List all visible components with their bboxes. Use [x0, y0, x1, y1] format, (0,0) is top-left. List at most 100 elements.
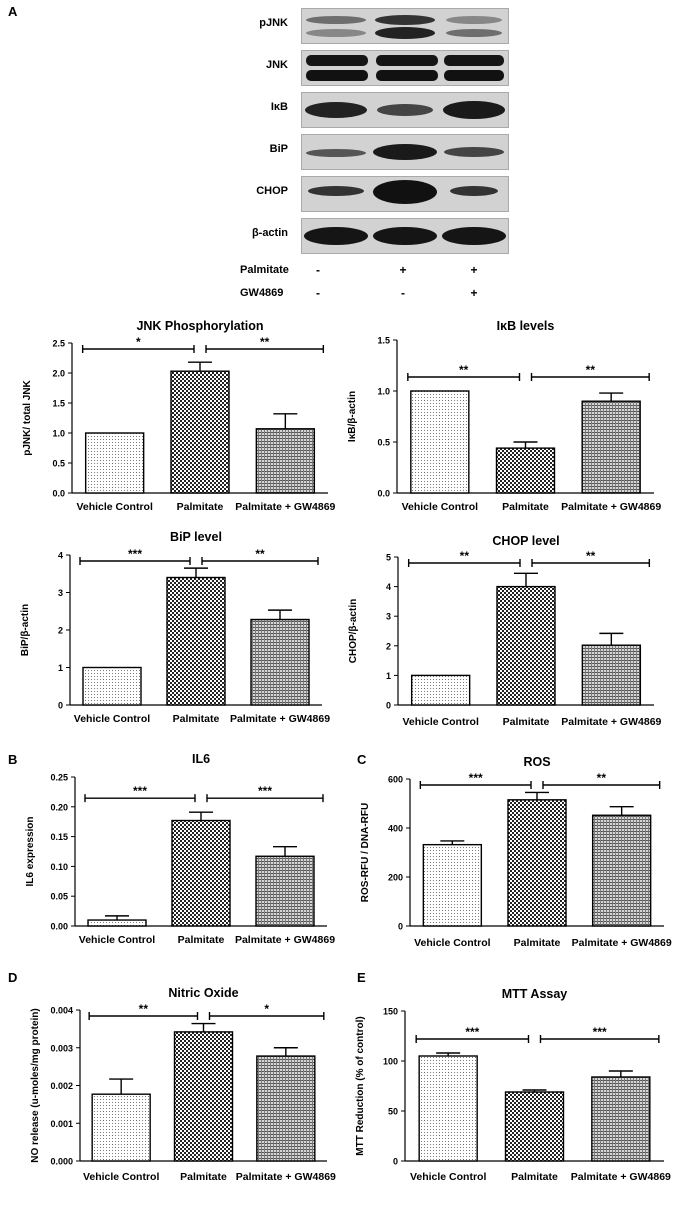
- blot-bands-ikb: [305, 101, 505, 119]
- bip-y-tick-label: 0: [58, 701, 63, 711]
- ros-bar-1: [422, 843, 483, 927]
- no-bar-1: [91, 1093, 151, 1162]
- panel-letter-a: A: [8, 4, 18, 19]
- panel-letter-c: C: [357, 752, 367, 767]
- blot-strip-jnk: [301, 50, 509, 86]
- sign-palmitate-2: +: [399, 263, 407, 277]
- no-sig-label-1: **: [139, 1002, 149, 1016]
- panel-letter-b: B: [8, 752, 18, 767]
- ros-category-label-3: Palmitate + GW4869: [572, 937, 672, 949]
- ros-bar-2: [507, 799, 567, 927]
- chop-category-label-1: Vehicle Control: [402, 716, 479, 728]
- il6-y-tick-label: 0.25: [50, 773, 68, 783]
- chop-y-tick-label: 5: [386, 553, 391, 563]
- ikb-sig-label-1: **: [459, 363, 469, 377]
- ikb-y-tick-label: 1.5: [377, 336, 390, 346]
- il6-y-tick-label: 0.20: [50, 802, 68, 812]
- ikb-y-tick-label: 1.0: [377, 387, 390, 397]
- mtt-sig-label-2: ***: [593, 1025, 607, 1039]
- no-bar-2: [173, 1031, 234, 1162]
- blot-strip-chop: [301, 176, 509, 212]
- chop-category-label-2: Palmitate: [503, 716, 550, 728]
- no-sig-label-2: *: [264, 1002, 269, 1016]
- jnk-category-label-3: Palmitate + GW4869: [235, 501, 335, 513]
- ikb-bar-2: [495, 447, 556, 494]
- sign-palmitate-3: +: [470, 263, 478, 277]
- chop-y-tick-label: 1: [386, 671, 391, 681]
- blot-label-chop: CHOP: [256, 185, 288, 197]
- blot-strip-actin: [301, 218, 509, 254]
- bip-sig-label-1: ***: [128, 547, 142, 561]
- mtt-bar-3: [591, 1076, 651, 1162]
- blot-bands-jnk: [306, 55, 504, 81]
- il6-y-tick-label: 0.00: [50, 922, 68, 932]
- bip-bar-3: [250, 618, 310, 706]
- jnk-category-label-1: Vehicle Control: [76, 501, 153, 513]
- mtt-bar-2: [504, 1091, 565, 1162]
- chop-y-tick-label: 2: [386, 641, 391, 651]
- ros-y-tick-label: 0: [398, 922, 403, 932]
- il6-category-label-3: Palmitate + GW4869: [235, 934, 335, 946]
- il6-y-tick-label: 0.10: [50, 862, 68, 872]
- chop-sig-label-2: **: [586, 549, 596, 563]
- no-category-label-3: Palmitate + GW4869: [236, 1171, 336, 1183]
- jnk-y-tick-label: 0.5: [52, 459, 65, 469]
- chop-sig-label-1: **: [460, 549, 470, 563]
- ikb-category-label-1: Vehicle Control: [402, 501, 479, 513]
- jnk-y-tick-label: 2.5: [52, 339, 65, 349]
- jnk-category-label-2: Palmitate: [177, 501, 224, 513]
- blot-strip-bip: [301, 134, 509, 170]
- ros-category-label-2: Palmitate: [514, 937, 561, 949]
- mtt-bar-1: [418, 1055, 478, 1162]
- sign-gw4869-3: +: [470, 286, 478, 300]
- treatment-label-palmitate: Palmitate: [240, 264, 289, 276]
- ikb-y-tick-label: 0.0: [377, 489, 390, 499]
- ikb-chart-title: IκB levels: [497, 319, 555, 333]
- ikb-y-tick-label: 0.5: [377, 438, 390, 448]
- blot-label-jnk: JNK: [265, 59, 288, 71]
- no-y-tick-label: 0.000: [50, 1157, 73, 1167]
- bip-chart-title: BiP level: [170, 530, 222, 544]
- bip-y-axis-label: BiP/β-actin: [20, 604, 31, 656]
- bip-y-tick-label: 3: [58, 588, 63, 598]
- bip-category-label-2: Palmitate: [173, 713, 220, 725]
- il6-category-label-2: Palmitate: [178, 934, 225, 946]
- ros-sig-label-2: **: [597, 771, 607, 785]
- bip-category-label-1: Vehicle Control: [74, 713, 151, 725]
- ros-y-tick-label: 200: [388, 873, 403, 883]
- mtt-y-tick-label: 100: [383, 1057, 398, 1067]
- il6-chart-title: IL6: [192, 752, 210, 766]
- jnk-bar-2: [170, 370, 230, 494]
- mtt-category-label-2: Palmitate: [511, 1171, 558, 1183]
- ros-bar-3: [591, 814, 652, 927]
- mtt-y-tick-label: 0: [393, 1157, 398, 1167]
- panel-letter-d: D: [8, 970, 18, 985]
- il6-category-label-1: Vehicle Control: [79, 934, 156, 946]
- mtt-y-tick-label: 150: [383, 1007, 398, 1017]
- chop-y-tick-label: 0: [386, 701, 391, 711]
- mtt-category-label-3: Palmitate + GW4869: [571, 1171, 671, 1183]
- jnk-y-tick-label: 2.0: [52, 369, 65, 379]
- ros-category-label-1: Vehicle Control: [414, 937, 491, 949]
- mtt-sig-label-1: ***: [465, 1025, 479, 1039]
- ros-y-tick-label: 400: [388, 824, 403, 834]
- no-bar-3: [256, 1055, 316, 1162]
- bip-category-label-3: Palmitate + GW4869: [230, 713, 330, 725]
- no-y-tick-label: 0.001: [50, 1119, 73, 1129]
- il6-y-axis-label: IL6 expression: [25, 816, 36, 886]
- blot-label-ikb: IκB: [270, 101, 288, 113]
- il6-sig-label-2: ***: [258, 784, 272, 798]
- blot-bands-bip: [306, 144, 504, 160]
- no-category-label-1: Vehicle Control: [83, 1171, 160, 1183]
- il6-y-tick-label: 0.05: [50, 892, 68, 902]
- ikb-category-label-3: Palmitate + GW4869: [561, 501, 661, 513]
- blot-bands-pjnk: [306, 15, 502, 39]
- ikb-y-axis-label: IκB/β-actin: [347, 391, 358, 442]
- jnk-sig-label-2: **: [260, 335, 270, 349]
- bip-y-tick-label: 1: [58, 663, 63, 673]
- no-y-tick-label: 0.004: [50, 1006, 73, 1016]
- bip-y-tick-label: 2: [58, 626, 63, 636]
- jnk-bar-3: [255, 428, 316, 494]
- il6-bar-2: [171, 819, 231, 927]
